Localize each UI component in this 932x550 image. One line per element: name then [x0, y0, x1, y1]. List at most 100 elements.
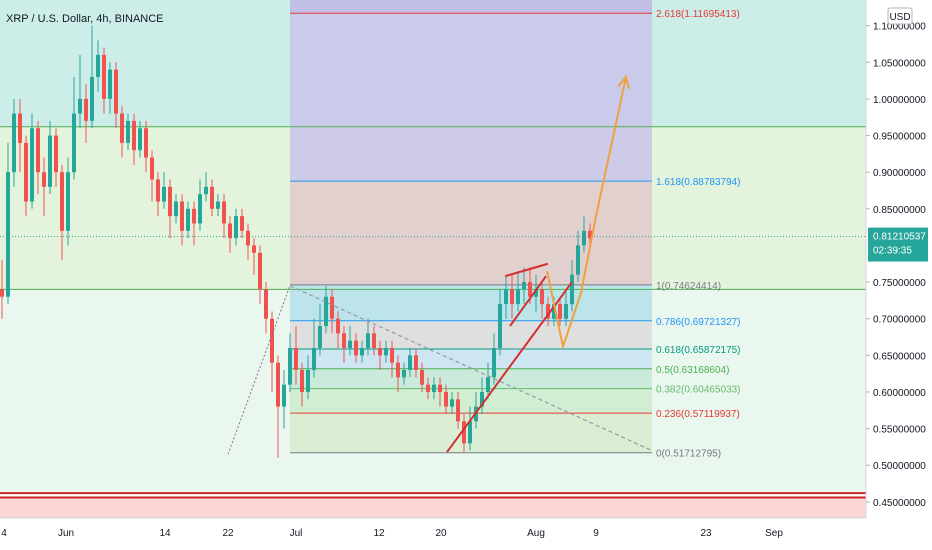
candle-body	[216, 201, 220, 209]
candle-body	[72, 113, 76, 173]
fib-label-1.618: 1.618(0.88783794)	[656, 177, 741, 188]
y-tick-label: 0.45000000	[873, 498, 926, 509]
candle-body	[390, 348, 394, 363]
candle-body	[510, 289, 514, 305]
candle-body	[438, 384, 442, 392]
candle-body	[252, 245, 256, 253]
candle-body	[582, 230, 586, 246]
last-price-value: 0.81210537	[873, 232, 926, 243]
candle-body	[444, 391, 448, 407]
y-tick-label: 0.60000000	[873, 388, 926, 399]
candle-body	[504, 289, 508, 305]
support-trendline	[446, 281, 573, 453]
projection-path	[546, 76, 627, 351]
candle-body	[222, 201, 226, 224]
candle-body	[186, 208, 190, 231]
candle-body	[324, 296, 328, 327]
time-axis[interactable]: 4 Jun 14 22 Jul 12 20 Aug 9 23 Sep	[1, 528, 783, 539]
candle-body	[42, 172, 46, 187]
candle-body	[312, 348, 316, 370]
candle-body	[468, 421, 472, 444]
fib-band-top	[290, 0, 652, 14]
candle-body	[102, 54, 106, 99]
candle-body	[558, 304, 562, 319]
candle-body	[12, 113, 16, 173]
candle-body	[294, 348, 298, 370]
candle-body	[240, 216, 244, 231]
candle-body	[48, 135, 52, 187]
candle-body	[588, 230, 592, 239]
y-tick-label: 0.95000000	[873, 132, 926, 143]
x-tick-label: 14	[159, 528, 171, 539]
x-tick-label: 12	[373, 528, 385, 539]
x-tick-label: 4	[1, 528, 7, 539]
candle-body	[282, 384, 286, 407]
fib-band-1.618	[290, 181, 652, 285]
candle-body	[450, 399, 454, 407]
candle-body	[150, 157, 154, 180]
fib-label-0.236: 0.236(0.57119937)	[656, 409, 740, 420]
candle-body	[426, 384, 430, 392]
candle-body	[204, 186, 208, 195]
y-tick-label: 0.65000000	[873, 351, 926, 362]
y-tick-label: 0.75000000	[873, 278, 926, 289]
candle-body	[156, 179, 160, 202]
x-tick-label: Aug	[527, 528, 545, 539]
dashed-trendline	[289, 285, 653, 452]
candle-body	[192, 208, 196, 224]
horizontal-lines	[0, 126, 866, 499]
y-tick-label: 0.85000000	[873, 205, 926, 216]
candle-body	[114, 69, 118, 114]
candle-body	[360, 348, 364, 356]
candle-body	[306, 370, 310, 392]
candle-body	[120, 113, 124, 143]
candle-body	[552, 304, 556, 319]
candle-body	[330, 296, 334, 319]
drawn-annotations	[227, 74, 653, 455]
price-axis[interactable]: 1.10000000 1.05000000 1.00000000 0.95000000…	[866, 22, 926, 509]
chart-title: XRP / U.S. Dollar, 4h, BINANCE	[6, 13, 164, 25]
candle-body	[348, 340, 352, 349]
wedge-upper-line	[504, 262, 549, 278]
candle-body	[432, 384, 436, 392]
candle-body	[54, 135, 58, 173]
candle-body	[414, 355, 418, 370]
candle-body	[132, 120, 136, 151]
candle-body	[402, 370, 406, 378]
candle-body	[78, 98, 82, 114]
candle-body	[60, 172, 64, 231]
candle-body	[492, 348, 496, 378]
candle-body	[198, 194, 202, 224]
candle-body	[516, 289, 520, 305]
fib-label-0: 0(0.51712795)	[656, 449, 721, 460]
candle-body	[372, 333, 376, 349]
candle-body	[300, 370, 304, 392]
time-axis-panel	[0, 518, 932, 550]
candle-body	[486, 377, 490, 392]
candle-body	[84, 98, 88, 121]
candle-body	[288, 348, 292, 385]
candle-body	[528, 282, 532, 297]
candle-body	[318, 326, 322, 349]
fib-label-2.618: 2.618(1.11695413)	[656, 9, 740, 20]
candle-body	[234, 216, 238, 239]
candle-body	[210, 186, 214, 209]
fib-label-0.786: 0.786(0.69721327)	[656, 317, 741, 328]
candle-body	[90, 76, 94, 121]
candle-body	[24, 142, 28, 202]
fibonacci-labels: 2.618(1.11695413) 1.618(0.88783794) 1(0.74…	[656, 9, 741, 459]
candle-body	[462, 421, 466, 444]
candle-body	[570, 274, 574, 305]
currency-box[interactable]	[887, 7, 913, 25]
fib-band-1	[290, 284, 652, 321]
candle-body	[246, 230, 250, 246]
candle-body	[456, 399, 460, 422]
fib-label-1: 1(0.74624414)	[656, 281, 721, 292]
fib-band-2.618	[290, 13, 652, 182]
x-tick-label: 22	[222, 528, 234, 539]
candle-body	[540, 289, 544, 305]
candle-body	[396, 362, 400, 378]
candle-body	[108, 69, 112, 99]
candle-countdown: 02:39:35	[873, 246, 912, 257]
